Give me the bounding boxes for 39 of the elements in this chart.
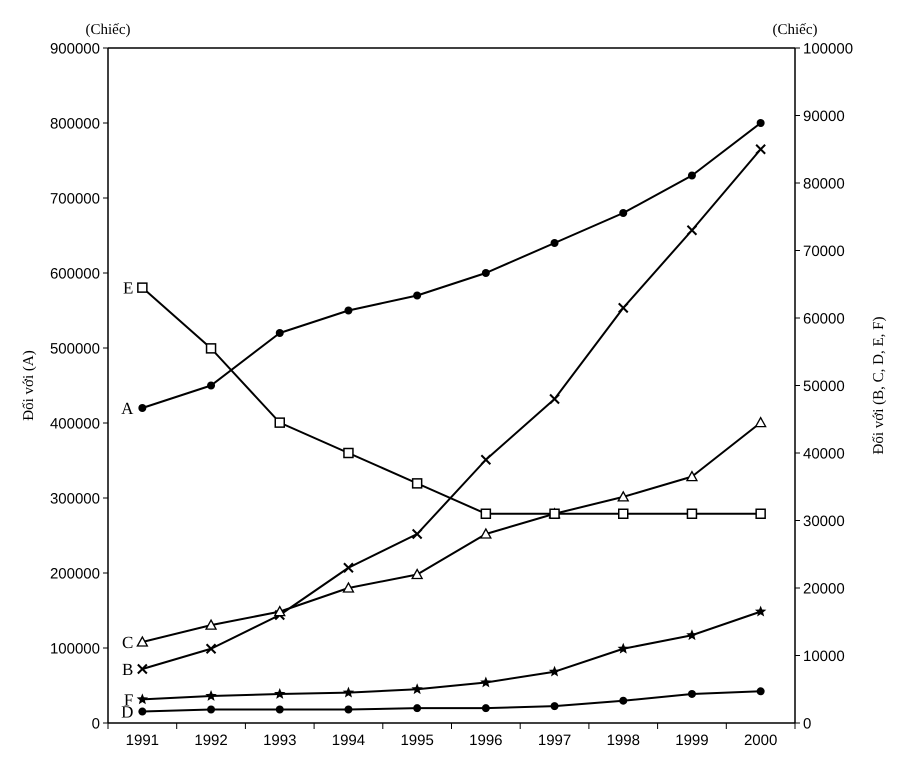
x-tick-label: 1998 [606, 732, 640, 749]
x-tick-label: 1997 [538, 732, 572, 749]
series-label: B [122, 660, 134, 679]
y-axis-title: Đối với (A) [21, 350, 37, 421]
y2-axis-title: Đối với (B, C, D, E, F) [871, 316, 887, 454]
y-tick-label: 600000 [50, 265, 100, 282]
y-tick-label: 200000 [50, 565, 100, 582]
y2-tick-label: 70000 [803, 242, 845, 260]
x-tick-label: 1992 [194, 732, 228, 749]
x-tick-label: 1993 [263, 732, 296, 749]
y2-tick-label: 10000 [803, 648, 845, 665]
y-tick-label: 0 [92, 715, 100, 732]
y2-tick-label: 40000 [803, 445, 845, 462]
y-tick-label: 300000 [50, 490, 100, 508]
y-tick-label: 800000 [50, 115, 100, 132]
y2-tick-label: 60000 [803, 310, 845, 328]
y2-tick-label: 90000 [803, 108, 845, 125]
series-label: A [121, 398, 134, 418]
y-tick-label: 100000 [50, 640, 100, 658]
series-label: C [122, 632, 134, 652]
y2-tick-label: 30000 [803, 512, 845, 530]
y-tick-label: 900000 [50, 40, 100, 58]
x-tick-label: 2000 [744, 732, 778, 749]
text: (Chiếc) [772, 22, 818, 38]
x-tick-label: 1991 [126, 732, 160, 749]
text: (Chiếc) [86, 22, 130, 38]
y2-tick-label: 80000 [803, 175, 845, 192]
x-tick-label: 1994 [332, 732, 366, 749]
y-tick-label: 400000 [50, 415, 100, 432]
y2-tick-label: 50000 [803, 378, 845, 395]
series-label: E [122, 278, 134, 298]
x-tick-label: 1999 [675, 732, 709, 749]
y2-tick-label: 100000 [803, 40, 854, 58]
y2-tick-label: 0 [803, 715, 812, 732]
y-tick-label: 500000 [50, 340, 100, 358]
y2-tick-label: 20000 [803, 580, 845, 598]
x-tick-label: 1996 [469, 732, 503, 749]
x-tick-label: 1995 [400, 732, 434, 749]
y-tick-label: 700000 [50, 190, 100, 208]
